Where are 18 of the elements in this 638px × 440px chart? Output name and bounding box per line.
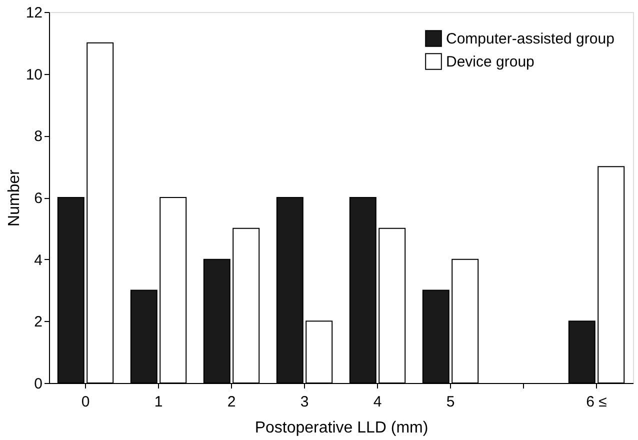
y-tick-label: 6 — [34, 190, 42, 207]
y-axis-title: Number — [6, 168, 23, 226]
legend-label: Device group — [446, 54, 534, 70]
x-axis-title: Postoperative LLD (mm) — [254, 420, 428, 436]
x-tick-label: 1 — [154, 394, 163, 410]
y-tick-label: 4 — [34, 252, 42, 269]
y-tick-label: 12 — [26, 4, 42, 22]
x-tick-label: 0 — [81, 394, 90, 410]
x-tick-label: 6 ≤ — [586, 394, 607, 410]
y-tick-label: 0 — [34, 376, 42, 392]
y-tick-label: 10 — [26, 66, 42, 84]
x-tick-label: 3 — [300, 394, 309, 410]
y-tick-label: 8 — [34, 128, 42, 146]
x-tick-label: 4 — [373, 394, 382, 410]
legend-label: Computer-assisted group — [446, 30, 614, 48]
x-tick-label: 2 — [227, 394, 236, 410]
y-tick-label: 2 — [34, 314, 42, 331]
x-tick-label: 5 — [446, 394, 455, 410]
